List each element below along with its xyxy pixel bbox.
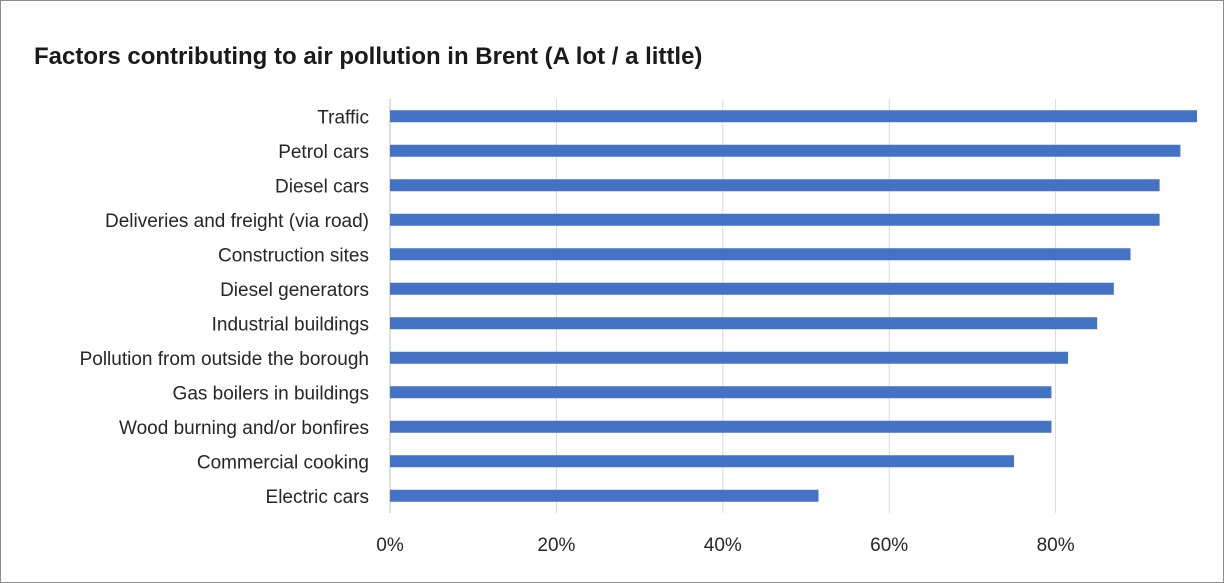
category-label: Pollution from outside the borough xyxy=(80,349,369,370)
bar xyxy=(390,179,1160,192)
chart-title: Factors contributing to air pollution in… xyxy=(34,43,703,70)
category-label: Industrial buildings xyxy=(212,314,369,335)
category-label: Diesel generators xyxy=(220,280,369,301)
x-tick-label: 20% xyxy=(537,535,575,556)
category-label: Traffic xyxy=(317,107,369,128)
bar xyxy=(390,110,1198,123)
category-label: Wood burning and/or bonfires xyxy=(119,418,369,439)
bar xyxy=(390,213,1160,226)
bar xyxy=(390,489,819,502)
category-label: Construction sites xyxy=(218,245,369,266)
bar xyxy=(390,455,1014,468)
category-label: Electric cars xyxy=(266,487,369,508)
category-label: Diesel cars xyxy=(275,176,369,197)
bar xyxy=(390,282,1114,295)
bar xyxy=(390,248,1131,261)
x-tick-label: 40% xyxy=(704,535,742,556)
x-tick-label: 0% xyxy=(376,535,404,556)
x-tick-label: 80% xyxy=(1037,535,1075,556)
category-label: Gas boilers in buildings xyxy=(173,383,369,404)
bar xyxy=(390,144,1181,157)
bar xyxy=(390,420,1052,433)
bar xyxy=(390,386,1052,399)
bar xyxy=(390,317,1098,330)
bar xyxy=(390,351,1069,364)
category-label: Petrol cars xyxy=(278,142,369,163)
category-label: Deliveries and freight (via road) xyxy=(105,211,369,232)
category-label: Commercial cooking xyxy=(197,452,369,473)
x-tick-label: 60% xyxy=(870,535,908,556)
